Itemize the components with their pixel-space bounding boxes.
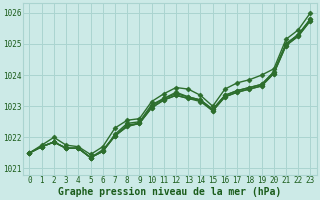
X-axis label: Graphe pression niveau de la mer (hPa): Graphe pression niveau de la mer (hPa) [58,186,282,197]
